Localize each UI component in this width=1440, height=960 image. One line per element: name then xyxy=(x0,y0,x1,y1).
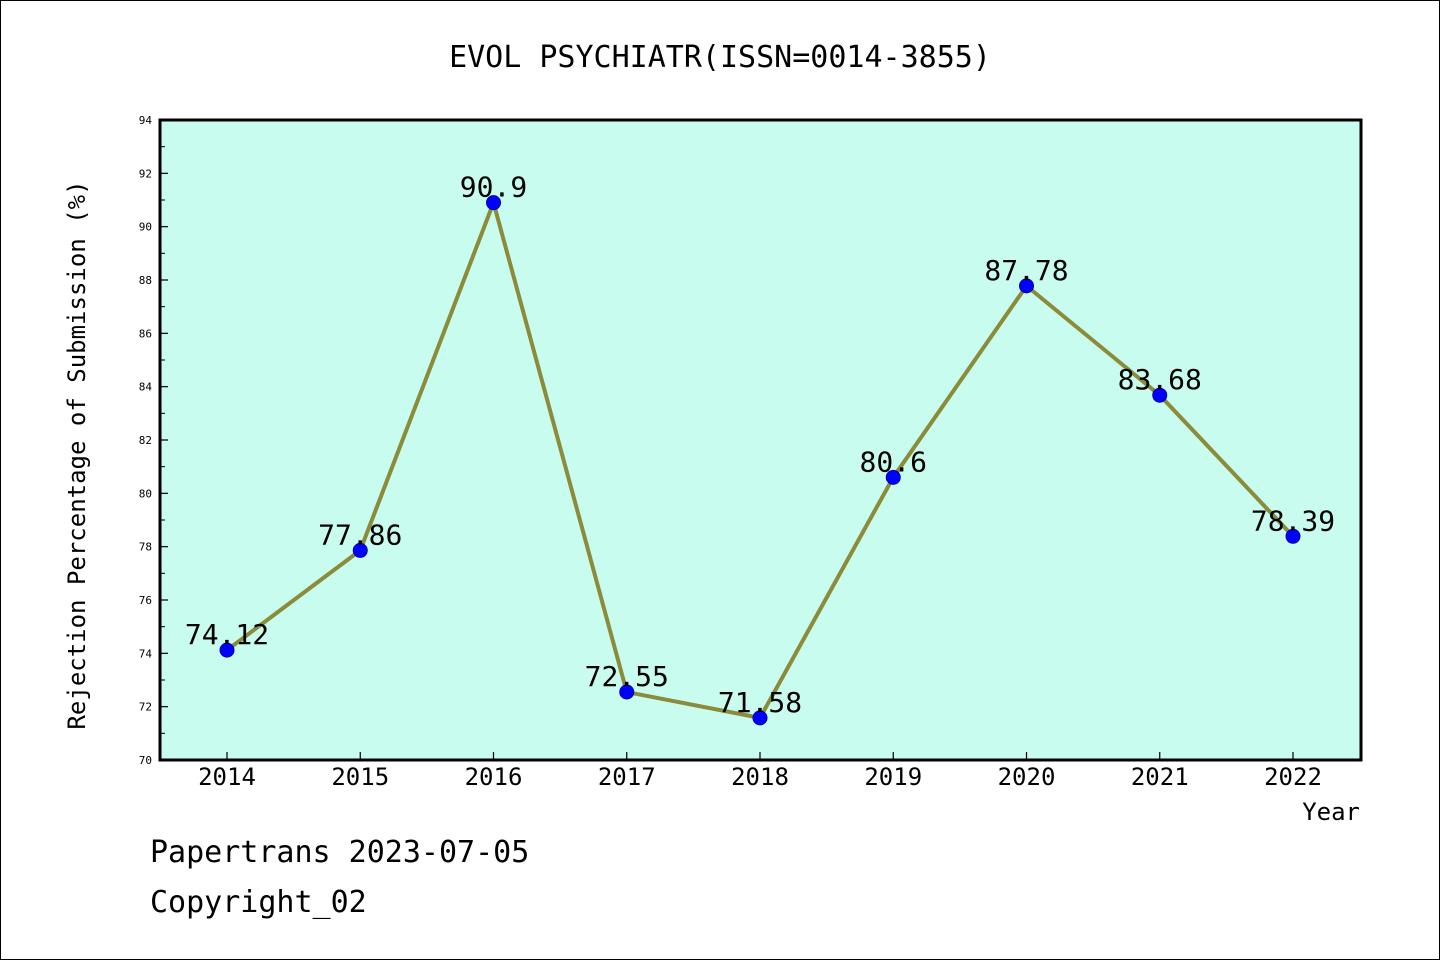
y-tick-label: 72 xyxy=(139,701,152,714)
data-label: 74.12 xyxy=(185,618,269,651)
y-tick-label: 94 xyxy=(139,114,153,127)
y-tick-label: 88 xyxy=(139,274,152,287)
data-label: 83.68 xyxy=(1118,363,1202,396)
x-tick-label: 2018 xyxy=(731,763,789,791)
data-label: 77.86 xyxy=(318,518,402,551)
y-tick-label: 74 xyxy=(139,647,153,660)
y-tick-label: 84 xyxy=(139,381,153,394)
x-tick-label: 2014 xyxy=(198,763,256,791)
y-tick-label: 78 xyxy=(139,541,152,554)
y-tick-label: 76 xyxy=(139,594,152,607)
x-tick-label: 2016 xyxy=(465,763,523,791)
y-tick-label: 70 xyxy=(139,754,152,767)
data-label: 90.9 xyxy=(460,171,527,204)
data-label: 72.55 xyxy=(585,660,669,693)
x-tick-label: 2022 xyxy=(1264,763,1322,791)
data-label: 71.58 xyxy=(718,686,802,719)
y-tick-label: 90 xyxy=(139,221,152,234)
y-tick-label: 86 xyxy=(139,327,152,340)
data-label: 78.39 xyxy=(1251,504,1335,537)
y-tick-label: 82 xyxy=(139,434,152,447)
x-tick-label: 2019 xyxy=(864,763,922,791)
data-label: 80.6 xyxy=(860,445,927,478)
x-tick-label: 2020 xyxy=(998,763,1056,791)
footer-date-text: Papertrans 2023-07-05 xyxy=(150,835,529,870)
x-tick-label: 2021 xyxy=(1131,763,1189,791)
footer-copyright-text: Copyright_02 xyxy=(150,885,367,920)
x-axis-label: Year xyxy=(1302,798,1360,826)
y-tick-label: 80 xyxy=(139,487,152,500)
y-tick-label: 92 xyxy=(139,167,152,180)
x-tick-label: 2017 xyxy=(598,763,656,791)
data-label: 87.78 xyxy=(984,254,1068,287)
plot-area xyxy=(160,120,1361,760)
y-axis-label: Rejection Percentage of Submission (%) xyxy=(63,180,91,729)
chart-title: EVOL PSYCHIATR(ISSN=0014-3855) xyxy=(449,40,991,75)
x-tick-label: 2015 xyxy=(331,763,389,791)
